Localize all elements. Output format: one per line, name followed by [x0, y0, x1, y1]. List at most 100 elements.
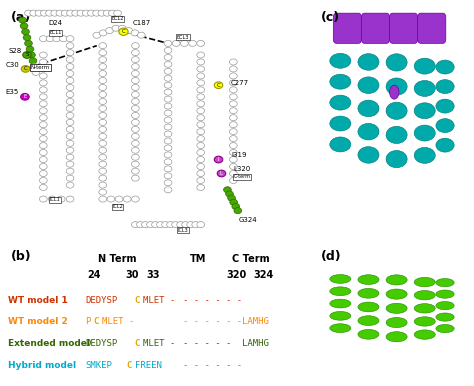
Circle shape	[197, 171, 205, 176]
Circle shape	[197, 222, 205, 228]
Circle shape	[22, 29, 29, 35]
Circle shape	[115, 196, 123, 202]
Text: ICL1: ICL1	[50, 197, 61, 202]
Ellipse shape	[436, 313, 454, 321]
Ellipse shape	[330, 287, 351, 296]
Circle shape	[99, 161, 107, 167]
Circle shape	[229, 59, 237, 65]
Circle shape	[229, 94, 237, 100]
Circle shape	[187, 222, 194, 228]
Text: (d): (d)	[321, 250, 341, 262]
Text: (c): (c)	[321, 11, 340, 24]
Ellipse shape	[386, 317, 407, 328]
Circle shape	[66, 50, 74, 56]
Circle shape	[229, 157, 237, 163]
Circle shape	[229, 164, 237, 169]
Ellipse shape	[358, 147, 379, 163]
Circle shape	[66, 161, 74, 167]
Ellipse shape	[436, 279, 454, 287]
Ellipse shape	[414, 58, 435, 74]
Text: C: C	[127, 361, 132, 370]
Ellipse shape	[358, 54, 379, 70]
Circle shape	[131, 126, 139, 132]
Circle shape	[112, 25, 120, 31]
Circle shape	[23, 52, 31, 58]
Circle shape	[197, 66, 205, 72]
Circle shape	[197, 108, 205, 114]
Text: WT model 2: WT model 2	[8, 318, 67, 327]
Circle shape	[164, 152, 172, 158]
Circle shape	[142, 222, 149, 228]
Ellipse shape	[436, 60, 454, 74]
Circle shape	[99, 105, 107, 112]
Circle shape	[25, 10, 32, 16]
Circle shape	[46, 10, 53, 16]
Text: - - - - - -: - - - - - -	[183, 296, 242, 305]
Text: SMKEP: SMKEP	[85, 361, 112, 370]
Text: (b): (b)	[11, 250, 31, 262]
Ellipse shape	[436, 119, 454, 133]
Text: C: C	[24, 66, 27, 71]
Circle shape	[229, 135, 237, 142]
Ellipse shape	[330, 95, 351, 110]
Circle shape	[197, 115, 205, 121]
Text: L320: L320	[234, 166, 251, 172]
Text: Hybrid model: Hybrid model	[8, 361, 76, 370]
Circle shape	[66, 147, 74, 153]
Circle shape	[164, 166, 172, 172]
Circle shape	[66, 154, 74, 160]
Ellipse shape	[358, 316, 379, 325]
Circle shape	[131, 98, 139, 105]
Circle shape	[118, 25, 126, 31]
Circle shape	[164, 103, 172, 109]
Ellipse shape	[358, 100, 379, 117]
Ellipse shape	[436, 325, 454, 333]
Circle shape	[66, 133, 74, 139]
Ellipse shape	[436, 290, 454, 298]
Circle shape	[35, 10, 43, 16]
Circle shape	[214, 82, 223, 88]
Circle shape	[164, 187, 172, 193]
Circle shape	[131, 154, 139, 160]
Text: ICL2: ICL2	[112, 204, 123, 209]
Circle shape	[131, 161, 139, 167]
Ellipse shape	[358, 329, 379, 339]
Circle shape	[229, 73, 237, 79]
Text: C277: C277	[230, 80, 248, 86]
FancyBboxPatch shape	[362, 13, 390, 43]
Circle shape	[164, 75, 172, 81]
Circle shape	[99, 71, 107, 76]
Circle shape	[229, 178, 237, 183]
Circle shape	[99, 98, 107, 105]
Circle shape	[197, 164, 205, 169]
Ellipse shape	[386, 54, 407, 71]
Circle shape	[197, 59, 205, 65]
Text: FREEN: FREEN	[135, 361, 162, 370]
Ellipse shape	[414, 80, 435, 96]
Text: WT model 1: WT model 1	[8, 296, 67, 305]
Circle shape	[30, 64, 38, 69]
Circle shape	[109, 10, 116, 16]
Text: L: L	[220, 171, 223, 176]
Ellipse shape	[414, 147, 435, 163]
Circle shape	[226, 191, 233, 197]
Text: 30: 30	[126, 270, 139, 280]
Ellipse shape	[330, 74, 351, 89]
Circle shape	[197, 80, 205, 86]
Circle shape	[21, 93, 29, 100]
Circle shape	[99, 119, 107, 125]
Circle shape	[66, 43, 74, 49]
Circle shape	[125, 27, 132, 34]
Text: TM: TM	[190, 254, 206, 264]
Circle shape	[131, 112, 139, 119]
Circle shape	[39, 36, 47, 42]
FancyBboxPatch shape	[390, 13, 418, 43]
Circle shape	[131, 71, 139, 76]
Circle shape	[39, 115, 47, 121]
Circle shape	[66, 119, 74, 125]
Circle shape	[66, 140, 74, 146]
Circle shape	[131, 50, 139, 56]
Circle shape	[137, 32, 145, 38]
Circle shape	[99, 43, 107, 49]
Text: MLET -: MLET -	[143, 339, 175, 349]
